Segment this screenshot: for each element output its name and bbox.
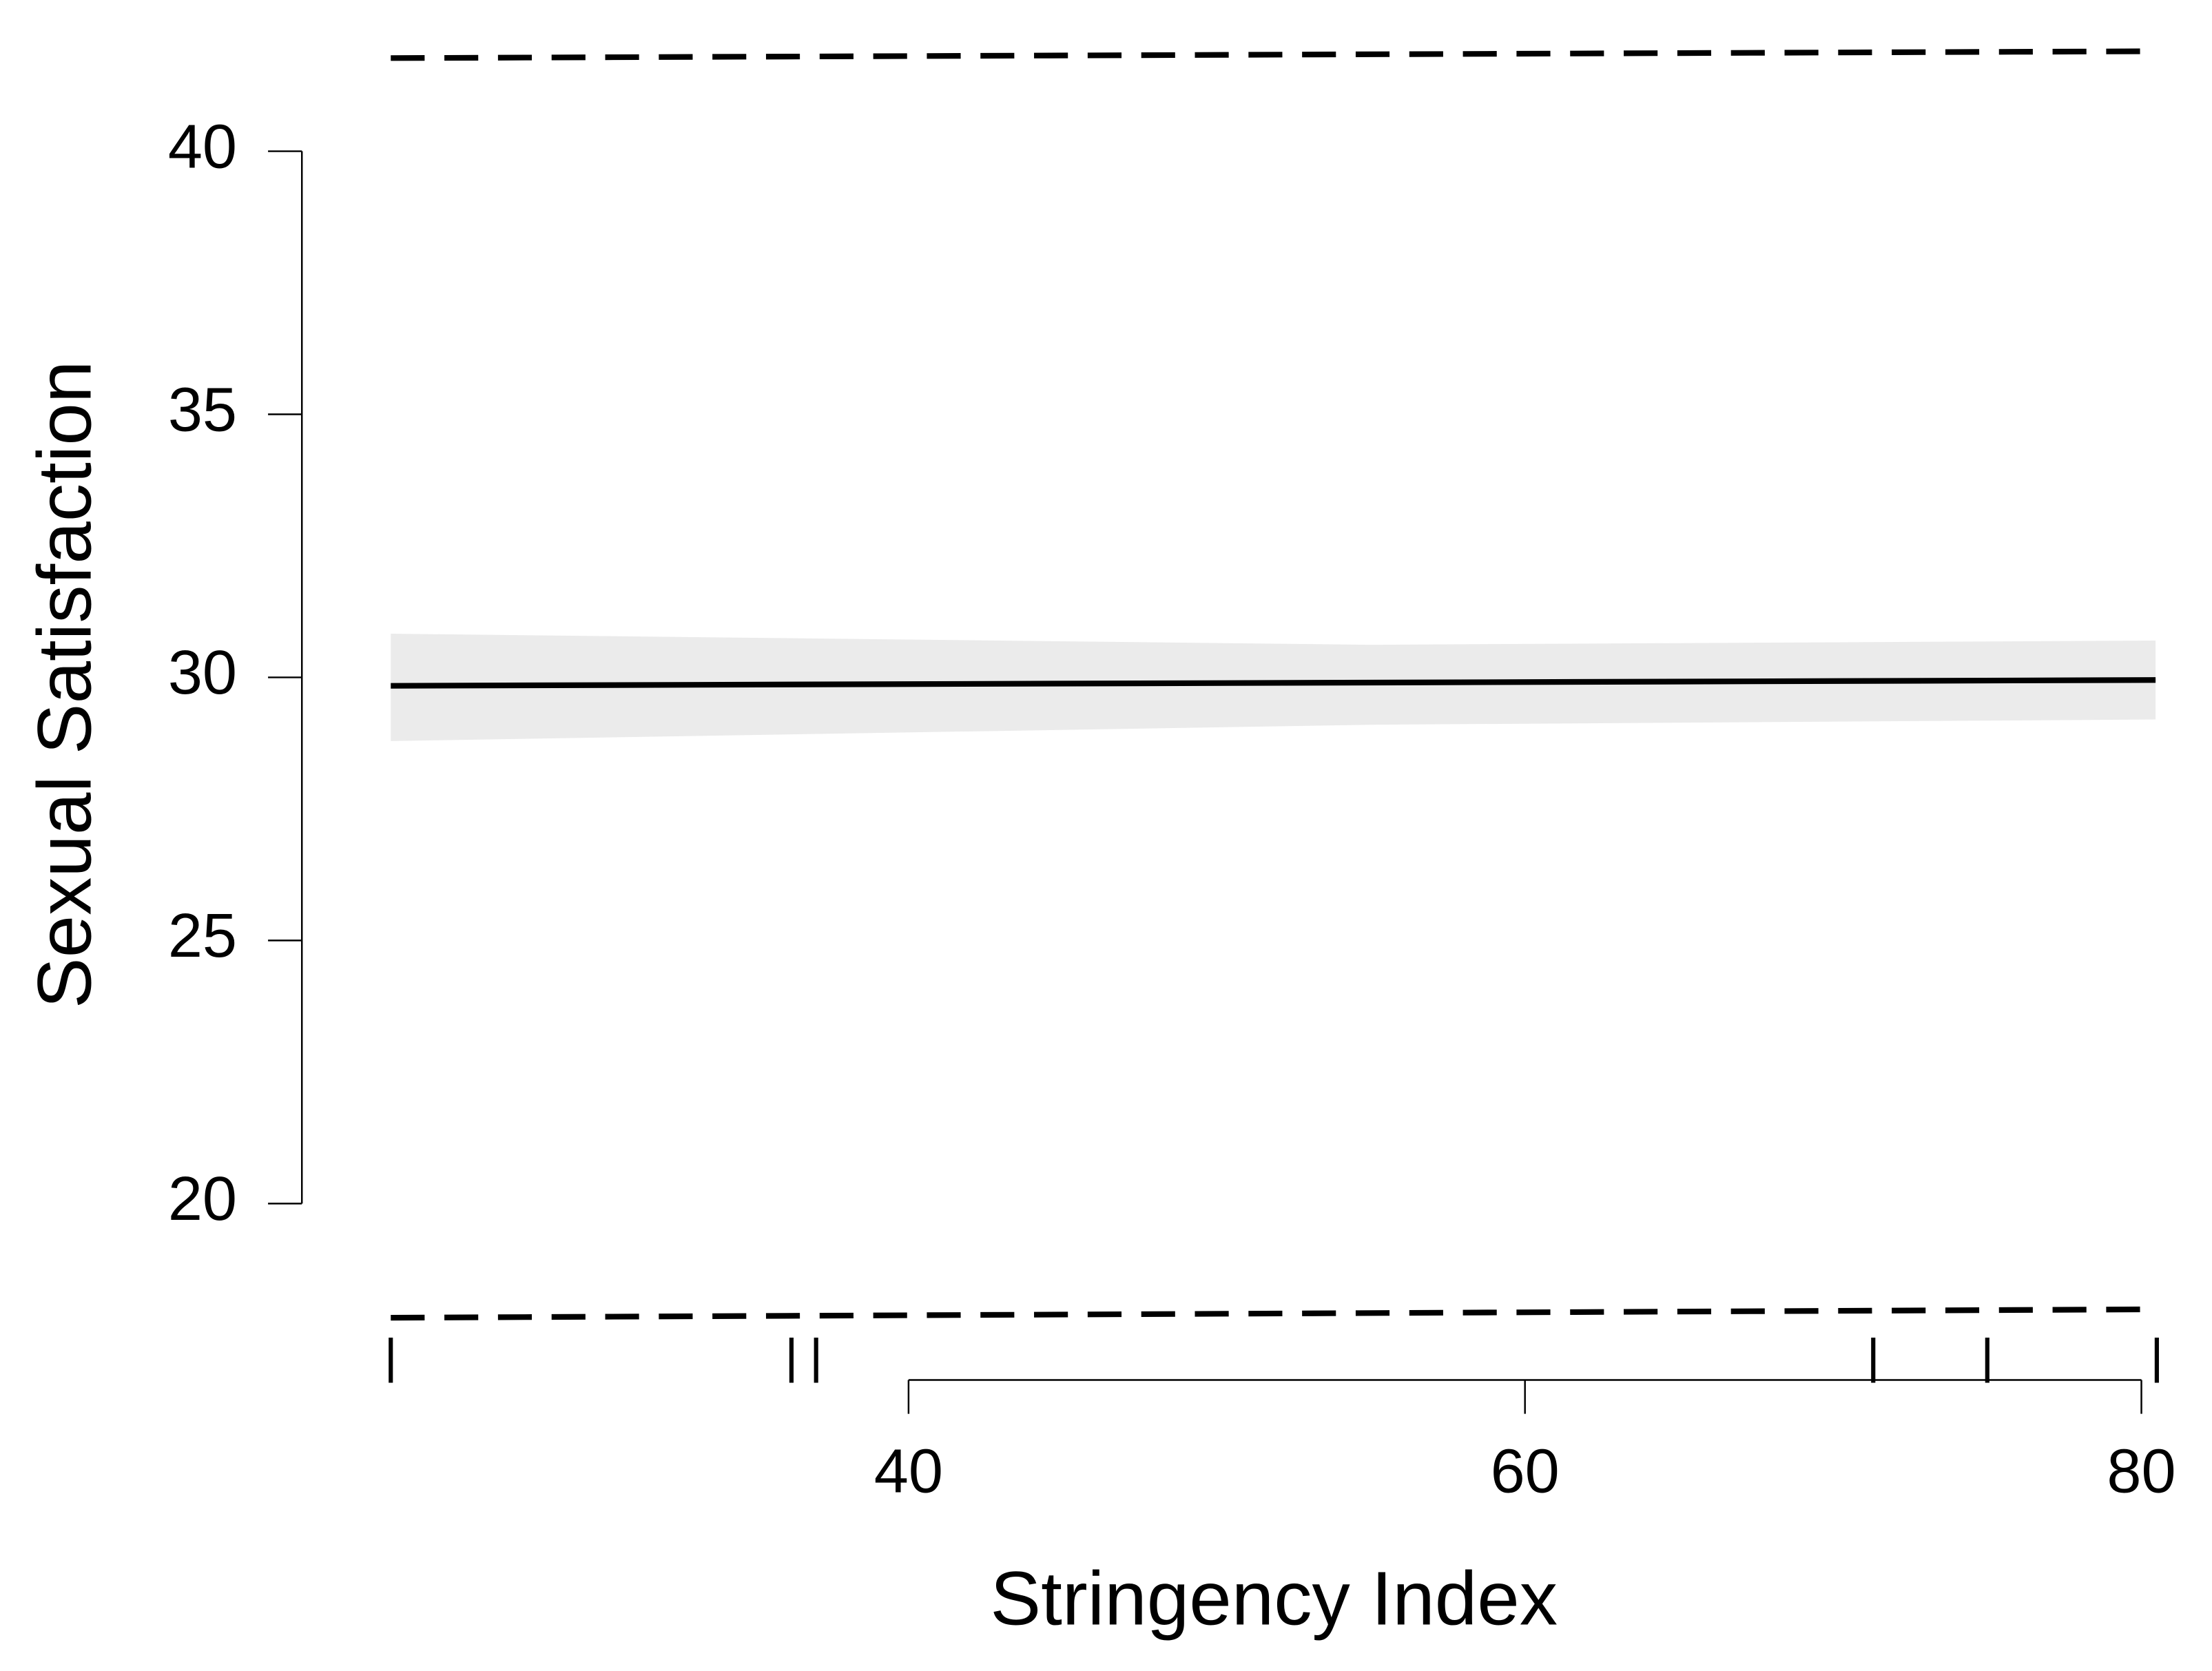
y-tick-label: 20 bbox=[168, 1164, 237, 1234]
bound-line bbox=[391, 1306, 2156, 1321]
y-axis-title: Sexual Satisfaction bbox=[23, 361, 107, 1008]
x-tick-label: 60 bbox=[1491, 1437, 1560, 1506]
x-axis-title: Stringency Index bbox=[990, 1556, 1558, 1641]
y-tick-label: 25 bbox=[168, 901, 237, 971]
x-tick-label: 40 bbox=[874, 1437, 943, 1506]
x-tick-label: 80 bbox=[2107, 1437, 2175, 1506]
fit-line bbox=[391, 677, 2156, 689]
y-tick-label: 40 bbox=[168, 112, 237, 181]
y-tick-label: 35 bbox=[168, 375, 237, 444]
y-tick-label: 30 bbox=[168, 638, 237, 707]
confidence-band bbox=[391, 634, 2156, 741]
bound-line bbox=[391, 48, 2156, 61]
